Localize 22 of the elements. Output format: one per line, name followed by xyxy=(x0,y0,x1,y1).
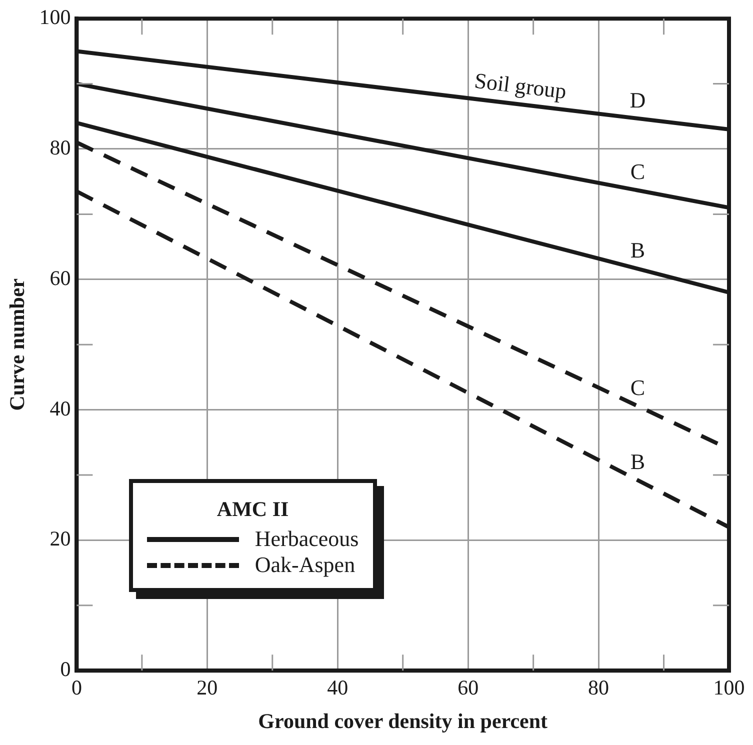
annotation: B xyxy=(630,448,646,474)
y-tick-label: 40 xyxy=(50,396,71,420)
y-tick-label: 80 xyxy=(50,136,71,160)
x-axis-title: Ground cover density in percent xyxy=(258,708,548,733)
y-tick-label: 20 xyxy=(50,526,71,551)
y-tick-label: 60 xyxy=(50,266,71,290)
y-tick-label: 0 xyxy=(60,657,71,682)
annotation: C xyxy=(630,374,646,400)
y-tick-label: 100 xyxy=(39,5,71,30)
legend-label: Oak-Aspen xyxy=(254,552,356,578)
annotation: Soil group xyxy=(473,68,568,104)
x-tick-label: 40 xyxy=(327,676,348,700)
annotation: B xyxy=(630,237,646,262)
legend-label: Herbaceous xyxy=(254,526,359,552)
annotation: C xyxy=(630,159,646,184)
x-tick-label: 20 xyxy=(196,676,218,700)
legend-title: AMC II xyxy=(216,497,290,522)
annotation: D xyxy=(630,87,646,112)
x-tick-label: 100 xyxy=(713,676,745,700)
x-tick-label: 80 xyxy=(588,676,610,700)
x-tick-label: 60 xyxy=(458,676,479,700)
y-axis-title: Curve number xyxy=(5,278,30,411)
